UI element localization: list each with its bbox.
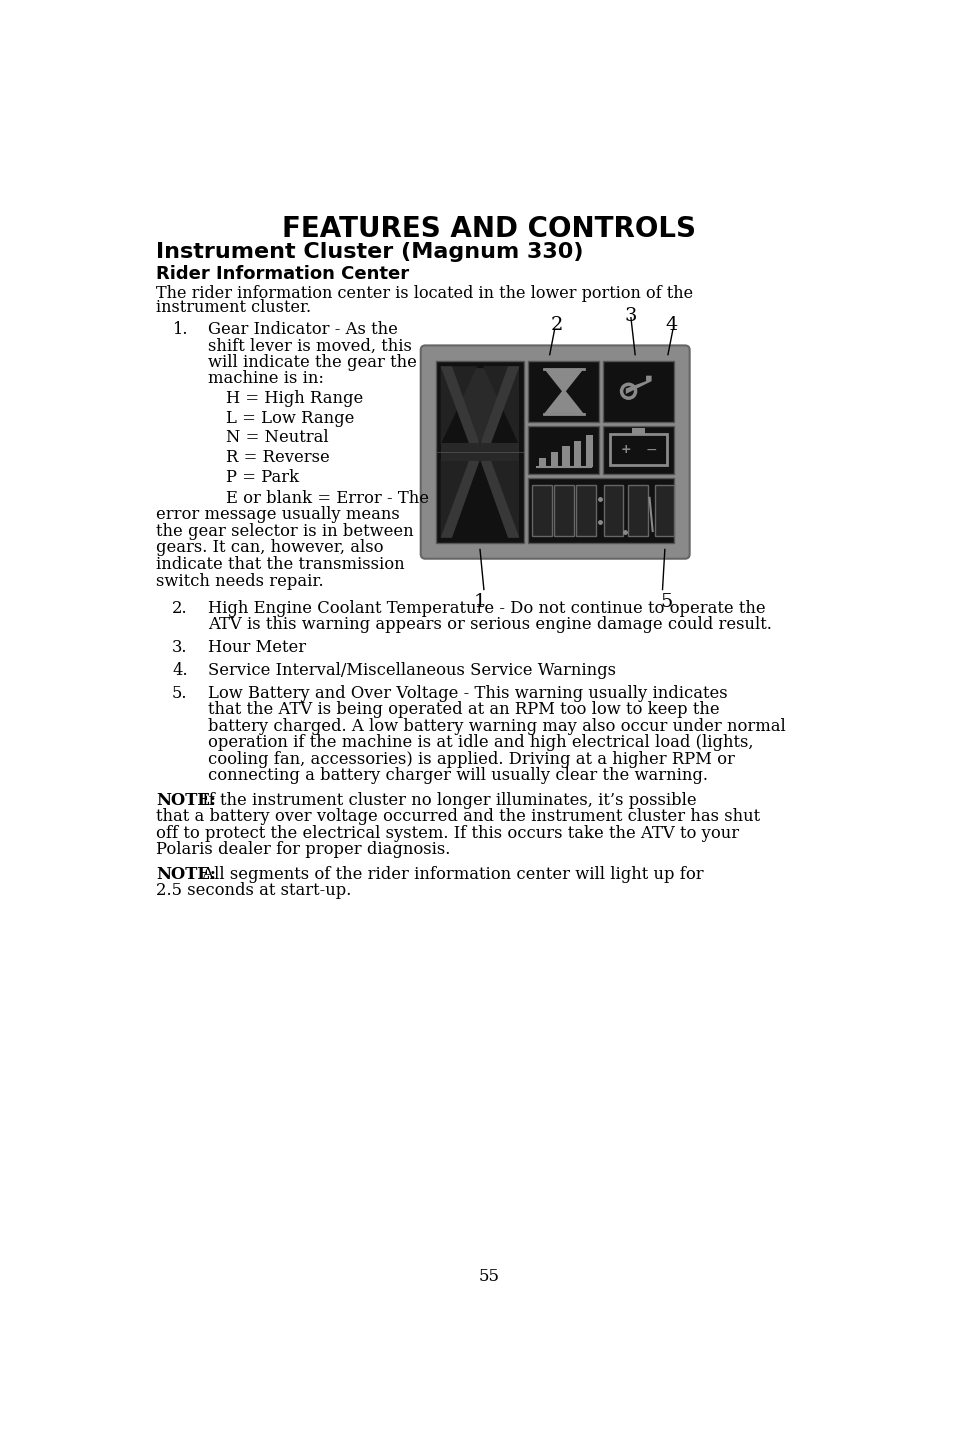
Bar (610, 435, 666, 465)
Bar (436, 361, 523, 544)
Text: 1: 1 (474, 593, 486, 611)
Bar (585, 435, 593, 467)
Bar (528, 478, 674, 544)
Bar (628, 486, 647, 537)
Bar (528, 426, 598, 474)
Text: 2.: 2. (172, 601, 188, 616)
Text: 2.5 seconds at start-up.: 2.5 seconds at start-up. (156, 883, 352, 899)
Bar (632, 429, 644, 435)
Text: cooling fan, accessories) is applied. Driving at a higher RPM or: cooling fan, accessories) is applied. Dr… (208, 750, 735, 768)
Text: −: − (644, 443, 657, 457)
Text: 4: 4 (664, 316, 677, 334)
Text: battery charged. A low battery warning may also occur under normal: battery charged. A low battery warning m… (208, 718, 785, 734)
Bar (576, 486, 595, 537)
Text: R = Reverse: R = Reverse (226, 449, 330, 465)
Text: the gear selector is in between: the gear selector is in between (156, 523, 414, 539)
Text: Rider Information Center: Rider Information Center (156, 265, 409, 284)
Text: 5.: 5. (172, 685, 187, 702)
Bar (532, 486, 552, 537)
Text: P = Park: P = Park (226, 468, 299, 486)
Text: 5: 5 (659, 593, 672, 611)
Text: 4.: 4. (172, 662, 188, 679)
Polygon shape (543, 369, 583, 414)
Text: 3: 3 (624, 307, 637, 324)
Text: 3.: 3. (172, 640, 187, 656)
Text: NOTE:: NOTE: (156, 791, 216, 808)
Polygon shape (482, 366, 518, 445)
Text: ATV is this warning appears or serious engine damage could result.: ATV is this warning appears or serious e… (208, 616, 771, 634)
Text: off to protect the electrical system. If this occurs take the ATV to your: off to protect the electrical system. If… (156, 824, 739, 842)
Polygon shape (440, 443, 518, 461)
Text: 2: 2 (550, 316, 562, 334)
Text: H = High Range: H = High Range (226, 390, 363, 407)
Bar (603, 486, 622, 537)
Text: that the ATV is being operated at an RPM too low to keep the: that the ATV is being operated at an RPM… (208, 701, 720, 718)
Bar (602, 361, 674, 422)
Text: N = Neutral: N = Neutral (226, 429, 329, 446)
Text: +: + (620, 443, 631, 457)
Bar (528, 361, 598, 422)
Text: All segments of the rider information center will light up for: All segments of the rider information ce… (196, 865, 702, 883)
Polygon shape (482, 459, 518, 538)
Text: that a battery over voltage occurred and the instrument cluster has shut: that a battery over voltage occurred and… (156, 808, 760, 826)
Text: E or blank = Error - The: E or blank = Error - The (226, 490, 429, 507)
Text: The rider information center is located in the lower portion of the: The rider information center is located … (156, 285, 693, 301)
Polygon shape (479, 459, 518, 538)
Text: Low Battery and Over Voltage - This warning usually indicates: Low Battery and Over Voltage - This warn… (208, 685, 727, 702)
Polygon shape (440, 366, 476, 445)
Text: instrument cluster.: instrument cluster. (156, 300, 312, 316)
Text: gears. It can, however, also: gears. It can, however, also (156, 539, 383, 557)
Text: will indicate the gear the: will indicate the gear the (208, 353, 416, 371)
Bar (602, 426, 674, 474)
Text: Polaris dealer for proper diagnosis.: Polaris dealer for proper diagnosis. (156, 842, 451, 858)
Bar (538, 458, 546, 467)
Polygon shape (479, 366, 518, 445)
Polygon shape (625, 375, 651, 394)
Text: shift lever is moved, this: shift lever is moved, this (208, 337, 412, 355)
Bar (654, 486, 674, 537)
Text: Service Interval/Miscellaneous Service Warnings: Service Interval/Miscellaneous Service W… (208, 662, 616, 679)
Text: If the instrument cluster no longer illuminates, it’s possible: If the instrument cluster no longer illu… (196, 791, 696, 808)
Text: error message usually means: error message usually means (156, 506, 399, 523)
Polygon shape (440, 366, 479, 445)
Text: Hour Meter: Hour Meter (208, 640, 306, 656)
Text: operation if the machine is at idle and high electrical load (lights,: operation if the machine is at idle and … (208, 734, 753, 752)
Text: NOTE:: NOTE: (156, 865, 216, 883)
Text: Gear Indicator - As the: Gear Indicator - As the (208, 321, 397, 337)
Text: 55: 55 (477, 1268, 499, 1285)
Bar (550, 452, 558, 467)
Bar (562, 446, 569, 467)
Polygon shape (440, 459, 479, 538)
Text: Instrument Cluster (Magnum 330): Instrument Cluster (Magnum 330) (156, 243, 583, 262)
Bar (554, 486, 573, 537)
Text: 1.: 1. (172, 321, 187, 337)
Text: machine is in:: machine is in: (208, 371, 324, 387)
Polygon shape (440, 459, 476, 538)
Text: indicate that the transmission: indicate that the transmission (156, 555, 405, 573)
Text: connecting a battery charger will usually clear the warning.: connecting a battery charger will usuall… (208, 768, 708, 784)
FancyBboxPatch shape (420, 346, 689, 558)
Bar (574, 441, 580, 467)
Text: High Engine Coolant Temperature - Do not continue to operate the: High Engine Coolant Temperature - Do not… (208, 601, 765, 616)
Text: FEATURES AND CONTROLS: FEATURES AND CONTROLS (282, 215, 695, 243)
Text: L = Low Range: L = Low Range (226, 410, 355, 426)
Polygon shape (443, 368, 517, 443)
Text: switch needs repair.: switch needs repair. (156, 573, 324, 589)
